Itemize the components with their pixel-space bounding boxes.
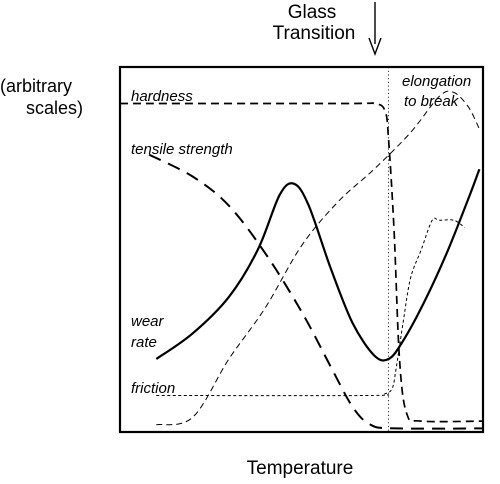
series-label-tensile-strength: tensile strength [131, 141, 233, 158]
glass-transition-label-line2: Transition [273, 23, 356, 44]
series-line-wear-rate [155, 168, 481, 362]
y-axis-label-line1: (arbitrary [0, 76, 72, 96]
glass-transition-label-line1: Glass [288, 2, 337, 23]
series-label-hardness: hardness [131, 88, 193, 105]
series-layer [119, 90, 484, 430]
series-label-elongation-line1: elongation [402, 73, 471, 90]
x-axis-label: Temperature [247, 458, 354, 479]
series-line-friction [156, 217, 466, 397]
series-label-elongation-line2: to break [404, 93, 460, 110]
series-label-wear-line1: wear [131, 313, 165, 330]
down-arrow-icon [368, 37, 382, 56]
series-label-wear-line2: rate [131, 334, 157, 351]
series-line-tensile-strength [148, 153, 484, 430]
plot-frame [118, 65, 485, 434]
series-label-friction: friction [131, 380, 175, 397]
series-line-hardness [119, 102, 484, 423]
series-line-elongation-to-break [156, 90, 480, 426]
y-axis-label-line2: scales) [26, 98, 83, 118]
